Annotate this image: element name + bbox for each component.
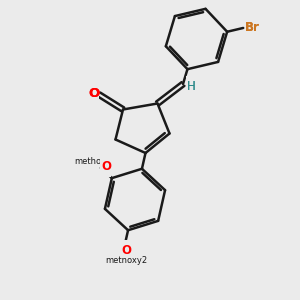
Text: methoxy: methoxy xyxy=(74,157,111,166)
Text: O: O xyxy=(101,160,111,173)
Text: H: H xyxy=(187,80,196,93)
Text: O: O xyxy=(101,160,111,173)
Text: H: H xyxy=(187,80,196,93)
Text: methoxy2: methoxy2 xyxy=(105,256,147,265)
Text: Br: Br xyxy=(245,21,260,34)
Text: O: O xyxy=(121,244,131,257)
Text: O: O xyxy=(121,244,131,257)
Text: O: O xyxy=(88,86,99,100)
Text: O: O xyxy=(88,86,99,100)
Text: Br: Br xyxy=(245,21,260,34)
